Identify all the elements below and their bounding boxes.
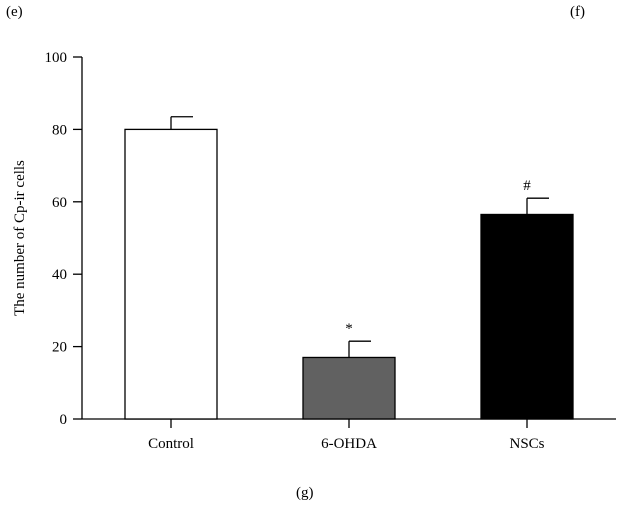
x-tick-label: NSCs [509, 436, 544, 452]
bar-6-ohda [303, 357, 395, 419]
y-tick-label: 60 [52, 195, 67, 211]
y-tick-label: 100 [45, 50, 68, 66]
x-tick-label: 6-OHDA [321, 436, 377, 452]
bar-control [125, 129, 217, 419]
y-tick-label: 0 [60, 412, 68, 428]
y-tick-label: 40 [52, 267, 67, 283]
bar-nscs [481, 214, 573, 419]
significance-marker: # [523, 178, 531, 194]
x-tick-label: Control [148, 436, 194, 452]
significance-marker: * [345, 321, 353, 337]
y-tick-label: 80 [52, 122, 67, 138]
y-tick-label: 20 [52, 340, 67, 356]
y-axis-title: The number of Cp-ir cells [12, 160, 28, 316]
